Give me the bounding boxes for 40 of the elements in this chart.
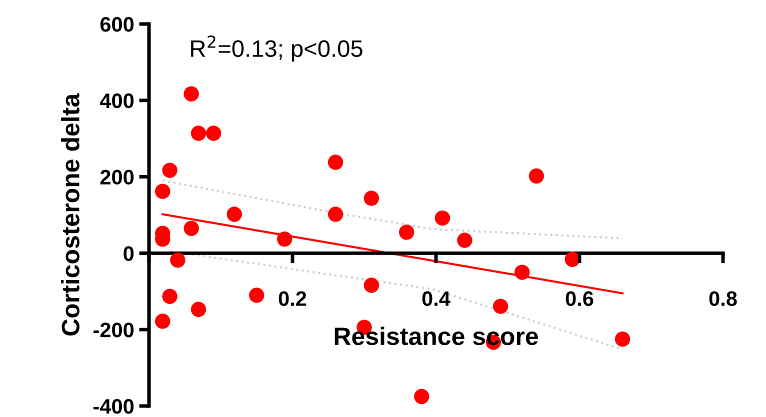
point <box>162 162 178 178</box>
point <box>328 154 344 170</box>
point <box>226 206 242 222</box>
y-tick-label: -200 <box>94 322 134 338</box>
y-tick-label: 600 <box>100 17 134 32</box>
y-tick-label: -400 <box>94 399 134 414</box>
point <box>277 231 292 247</box>
y-tick-label: 200 <box>100 170 134 185</box>
point <box>184 220 199 236</box>
point <box>564 252 580 267</box>
point <box>162 288 178 304</box>
point <box>457 232 472 248</box>
point <box>170 252 186 268</box>
point <box>249 288 264 303</box>
point <box>184 86 199 102</box>
point <box>514 264 530 280</box>
point <box>155 314 170 329</box>
point <box>528 168 544 184</box>
point <box>434 210 450 226</box>
point <box>414 388 430 404</box>
x-tick-label: 0.2 <box>278 291 306 306</box>
y-tick-label: 0 <box>124 246 134 261</box>
point <box>398 224 414 240</box>
point <box>155 184 170 199</box>
line-series <box>169 250 624 351</box>
x-tick-label: 0.8 <box>709 291 737 306</box>
x-tick-label: 0.4 <box>422 291 450 306</box>
line-series <box>162 180 624 240</box>
x-tick-label: 0.6 <box>566 291 594 306</box>
annotation: R$^{2}$=0.13; p<0.05 <box>191 35 362 62</box>
point <box>364 278 380 293</box>
y-axis-title: Corticosterone delta <box>61 93 80 336</box>
point <box>206 126 222 141</box>
y-tick-label: 400 <box>100 93 134 108</box>
point <box>364 190 380 206</box>
point <box>190 302 206 317</box>
point <box>614 332 630 347</box>
point <box>328 206 344 222</box>
point <box>492 298 508 314</box>
point <box>190 126 206 141</box>
